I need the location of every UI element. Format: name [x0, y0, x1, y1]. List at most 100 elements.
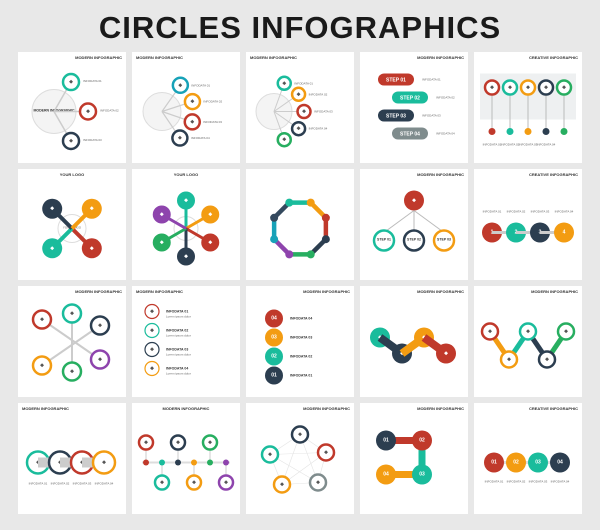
svg-text:◆: ◆ [69, 138, 73, 144]
svg-text:4: 4 [563, 230, 566, 236]
card-11: MODERN INFOGRAPHIC◆◆◆◆◆◆ [18, 286, 126, 397]
svg-text:INFODATA 04: INFODATA 04 [191, 136, 210, 140]
svg-text:◆: ◆ [70, 369, 74, 375]
card-graphic: 01INFODATA 0102INFODATA 0203INFODATA 030… [474, 403, 582, 514]
card-graphic: 1INFODATA 012INFODATA 023INFODATA 034INF… [474, 169, 582, 280]
svg-text:INFODATA 02: INFODATA 02 [166, 329, 188, 333]
card-graphic: ◆◆◆◆◆ [474, 286, 582, 397]
card-graphic: ◆INFODATA 01◆INFODATA 02◆INFODATA 03◆INF… [132, 52, 240, 163]
svg-text:◆: ◆ [544, 85, 548, 91]
svg-text:04: 04 [557, 460, 563, 466]
svg-text:◆: ◆ [90, 206, 94, 212]
svg-text:INFODATA 01: INFODATA 01 [422, 78, 441, 82]
svg-text:◆: ◆ [526, 85, 530, 91]
svg-text:◆: ◆ [98, 357, 102, 363]
svg-text:INFODATA 01: INFODATA 01 [485, 480, 504, 484]
svg-text:◆: ◆ [316, 480, 320, 486]
card-5: CREATIVE INFOGRAPHIC◆INFODATA 01◆INFODAT… [474, 52, 582, 163]
svg-text:◆: ◆ [282, 80, 286, 86]
card-18: MODERN INFOGRAPHIC◆◆◆◆◆ [246, 403, 354, 514]
svg-text:◆: ◆ [150, 347, 154, 353]
svg-text:◆: ◆ [150, 366, 154, 372]
svg-text:INFODATA 03: INFODATA 03 [529, 480, 548, 484]
card-graphic: ◆INFODATA 01◆INFODATA 02◆INFODATA 03◆INF… [18, 403, 126, 514]
svg-text:◆: ◆ [526, 329, 530, 335]
svg-text:INFODATA 03: INFODATA 03 [314, 110, 333, 114]
svg-text:◆: ◆ [40, 317, 44, 323]
svg-text:INFODATA 03: INFODATA 03 [422, 114, 441, 118]
card-17: MODERN INFOGRAPHIC◆◆◆◆◆◆ [132, 403, 240, 514]
card-graphic: 01020304 [360, 403, 468, 514]
svg-text:INFODATA 01: INFODATA 01 [483, 210, 502, 214]
svg-text:02: 02 [513, 460, 519, 466]
svg-text:STEP 04: STEP 04 [400, 132, 420, 138]
svg-text:INFODATA 03: INFODATA 03 [531, 210, 550, 214]
svg-text:◆: ◆ [562, 85, 566, 91]
svg-text:Lorem ipsum dolor: Lorem ipsum dolor [166, 372, 191, 376]
svg-text:◆: ◆ [90, 245, 94, 251]
svg-text:◆: ◆ [298, 432, 302, 438]
svg-text:◆: ◆ [176, 440, 180, 446]
card-8 [246, 169, 354, 280]
svg-text:04: 04 [383, 472, 389, 478]
svg-text:◆: ◆ [444, 351, 448, 357]
card-19: MODERN INFOGRAPHIC01020304 [360, 403, 468, 514]
card-graphic: ◆◆◆◆◆◆ [18, 286, 126, 397]
svg-text:INFODATA 04: INFODATA 04 [436, 132, 455, 136]
svg-text:◆: ◆ [412, 198, 416, 204]
svg-text:INFODATA 03: INFODATA 03 [83, 138, 102, 142]
card-graphic: ◆◆◆◆ [360, 286, 468, 397]
svg-text:INFODATA 04: INFODATA 04 [555, 210, 574, 214]
svg-text:◆: ◆ [224, 480, 228, 486]
card-2: MODERN INFOGRAPHIC◆INFODATA 01◆INFODATA … [132, 52, 240, 163]
svg-text:STEP 02: STEP 02 [407, 238, 421, 242]
svg-text:◆: ◆ [144, 440, 148, 446]
svg-text:INFODATA 03: INFODATA 03 [73, 482, 92, 486]
svg-text:◆: ◆ [192, 480, 196, 486]
card-14: MODERN INFOGRAPHIC◆◆◆◆ [360, 286, 468, 397]
svg-text:◆: ◆ [297, 126, 301, 132]
card-10: CREATIVE INFOGRAPHIC1INFODATA 012INFODAT… [474, 169, 582, 280]
svg-text:INFODATA 04: INFODATA 04 [166, 367, 188, 371]
svg-text:INFODATA 01: INFODATA 01 [483, 143, 502, 147]
svg-text:◆: ◆ [508, 85, 512, 91]
svg-text:INFODATA 02: INFODATA 02 [507, 210, 526, 214]
svg-text:03: 03 [419, 472, 425, 478]
svg-text:04: 04 [271, 316, 277, 322]
card-graphic: ◆STEP 01STEP 02STEP 03 [360, 169, 468, 280]
svg-text:◆: ◆ [302, 109, 306, 115]
svg-text:◆: ◆ [208, 240, 212, 246]
card-16: MODERN INFOGRAPHIC◆INFODATA 01◆INFODATA … [18, 403, 126, 514]
card-13: MODERN INFOGRAPHIC01INFODATA 0102INFODAT… [246, 286, 354, 397]
svg-text:01: 01 [271, 373, 277, 379]
svg-text:◆: ◆ [86, 109, 90, 115]
svg-text:INFODATA 01: INFODATA 01 [290, 374, 312, 378]
svg-text:◆: ◆ [324, 450, 328, 456]
page-wrap: CIRCLES INFOGRAPHICS MODERN INFOGRAPHICM… [0, 0, 600, 530]
svg-text:INFODATA 02: INFODATA 02 [309, 92, 328, 96]
svg-text:INFODATA 02: INFODATA 02 [436, 96, 455, 100]
svg-text:Lorem ipsum dolor: Lorem ipsum dolor [166, 334, 191, 338]
svg-text:03: 03 [271, 335, 277, 341]
card-graphic: 01INFODATA 0102INFODATA 0203INFODATA 030… [246, 286, 354, 397]
svg-text:Lorem ipsum dolor: Lorem ipsum dolor [166, 353, 191, 357]
svg-text:◆: ◆ [564, 329, 568, 335]
svg-text:◆: ◆ [208, 440, 212, 446]
svg-text:◆: ◆ [297, 91, 301, 97]
card-graphic: ◆◆◆◆◆◆ [132, 403, 240, 514]
card-4: MODERN INFOGRAPHICSTEP 01INFODATA 01STEP… [360, 52, 468, 163]
card-7: YOUR LOGO◆◆◆◆◆◆ [132, 169, 240, 280]
svg-text:INFODATA 02: INFODATA 02 [507, 480, 526, 484]
svg-text:INFODATA 01: INFODATA 01 [83, 79, 102, 83]
svg-text:INFODATA 01: INFODATA 01 [294, 81, 313, 85]
svg-text:02: 02 [419, 438, 425, 444]
card-9: MODERN INFOGRAPHIC◆STEP 01STEP 02STEP 03 [360, 169, 468, 280]
card-1: MODERN INFOGRAPHICMODERN INFOGRAPHIC◆INF… [18, 52, 126, 163]
card-graphic: ◆◆◆◆◆ [246, 403, 354, 514]
svg-text:◆: ◆ [69, 79, 73, 85]
svg-text:STEP 01: STEP 01 [377, 238, 391, 242]
svg-text:◆: ◆ [184, 198, 188, 204]
card-graphic: ◆INFODATA 01Lorem ipsum dolor◆INFODATA 0… [132, 286, 240, 397]
card-graphic: MODERN INFOGRAPHIC◆INFODATA 01◆INFODATA … [18, 52, 126, 163]
svg-text:◆: ◆ [102, 460, 106, 466]
